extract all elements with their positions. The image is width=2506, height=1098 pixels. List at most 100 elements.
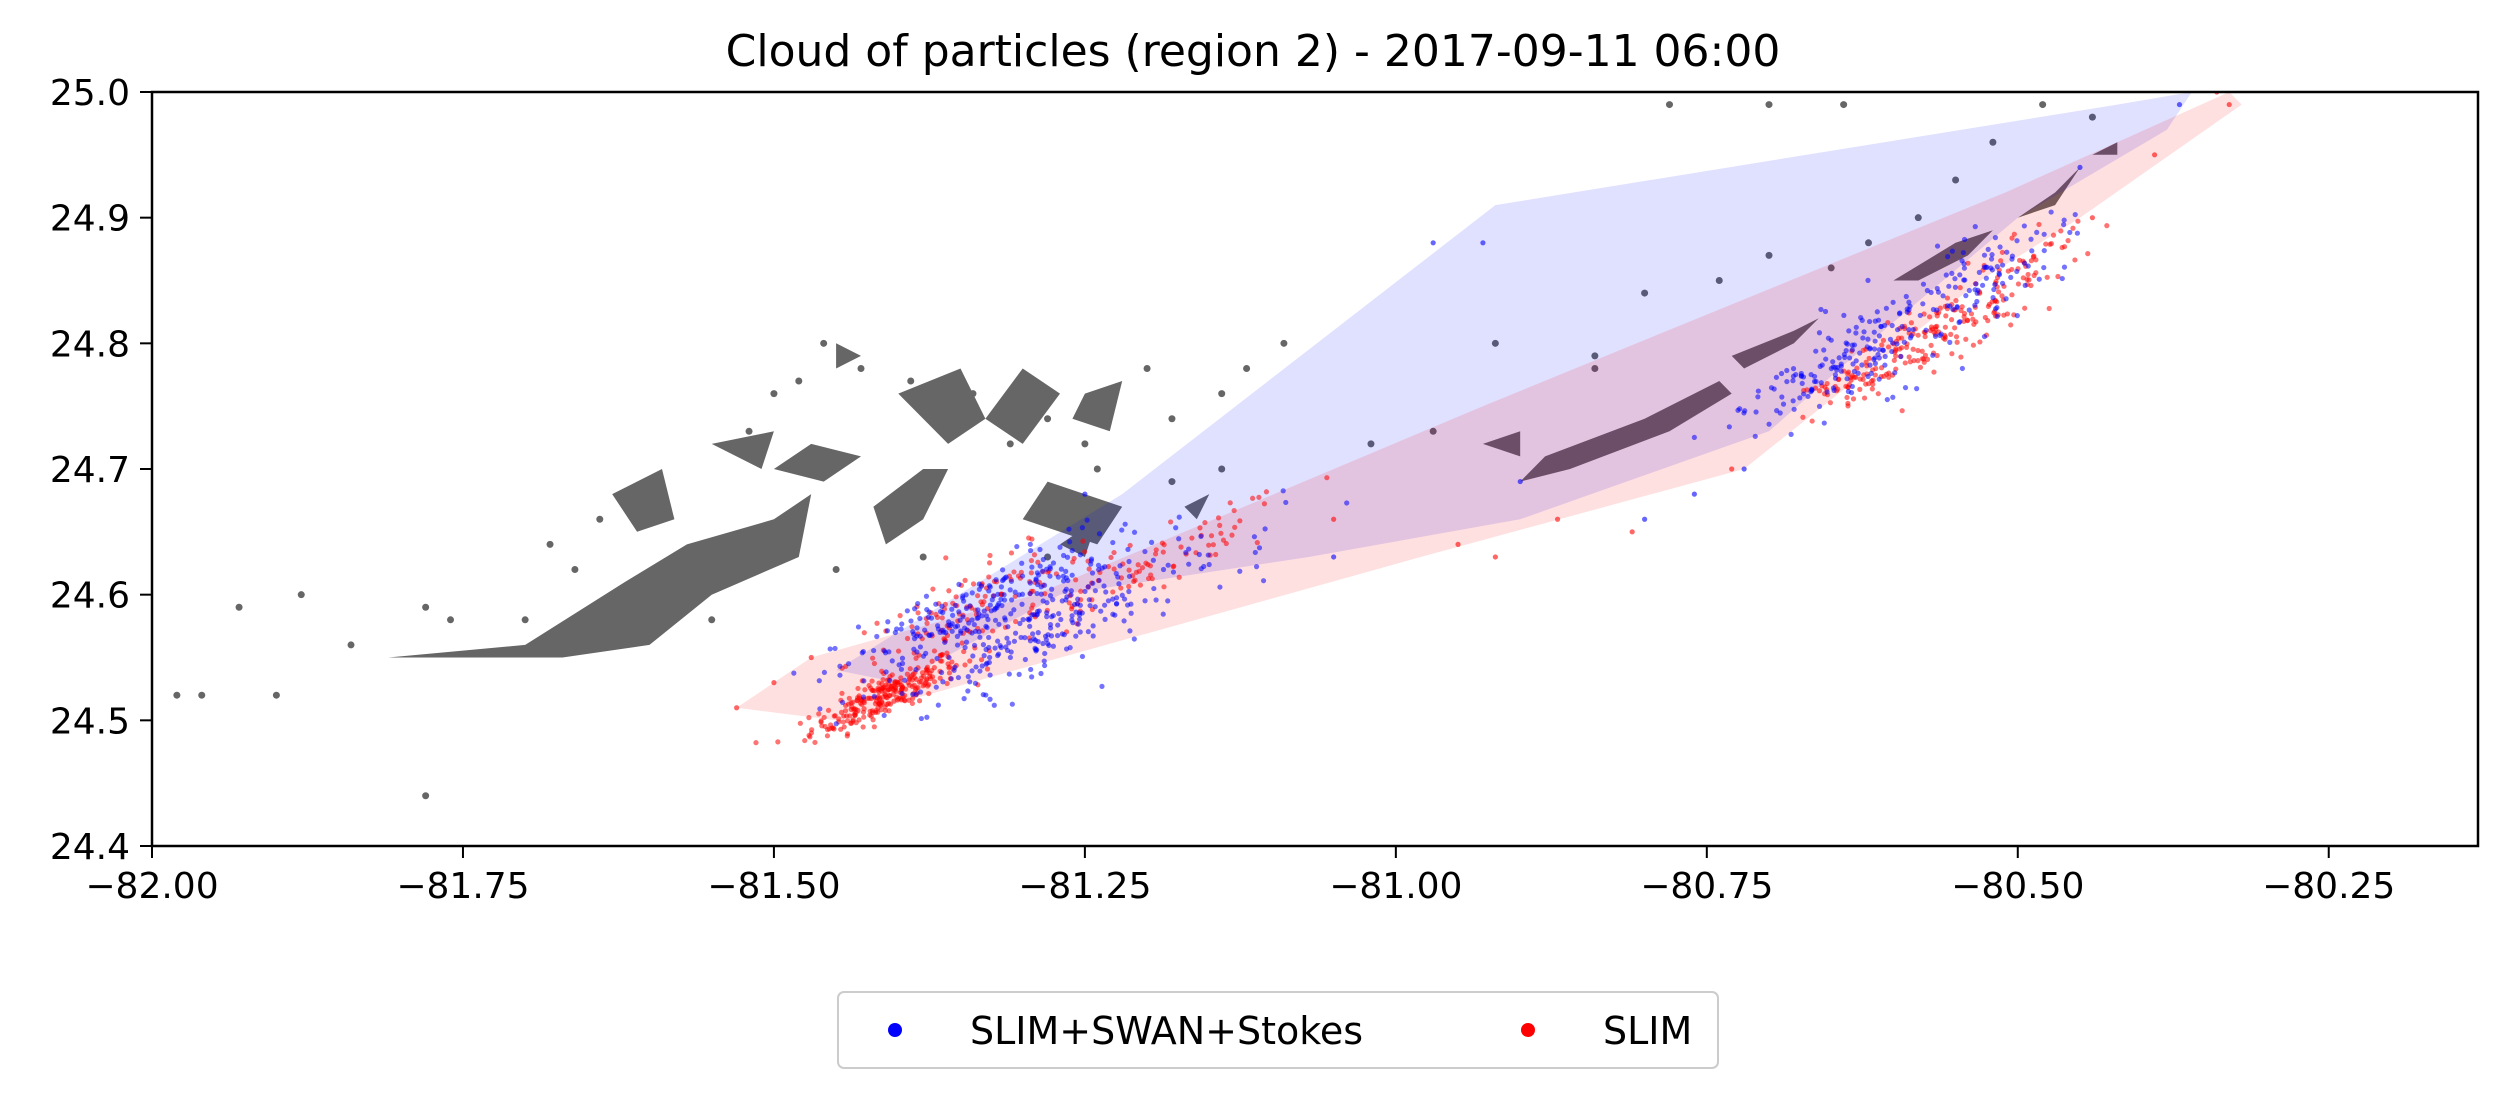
particle-point bbox=[1040, 556, 1046, 563]
particle-point bbox=[1898, 353, 1904, 360]
particle-point bbox=[1872, 360, 1879, 367]
particle-point bbox=[1982, 314, 1988, 321]
particle-point bbox=[1958, 354, 1964, 360]
particle-point bbox=[1944, 303, 1951, 309]
particle-point bbox=[884, 701, 890, 708]
particle-point bbox=[949, 628, 955, 634]
land-islet bbox=[447, 616, 455, 624]
particle-point bbox=[1891, 357, 1897, 363]
particle-point bbox=[812, 739, 818, 746]
particle-point bbox=[1030, 602, 1036, 608]
particle-point bbox=[1885, 344, 1892, 350]
particle-point bbox=[970, 581, 977, 587]
particle-point bbox=[1867, 346, 1873, 352]
particle-point bbox=[1935, 289, 1942, 295]
particle-point bbox=[1865, 277, 1871, 283]
particle-point bbox=[2048, 241, 2054, 247]
particle-point bbox=[895, 648, 902, 654]
particle-point bbox=[1103, 589, 1109, 595]
particle-point bbox=[837, 672, 843, 678]
land-islet bbox=[820, 339, 828, 347]
particle-point bbox=[2025, 263, 2031, 269]
particle-point bbox=[954, 642, 961, 648]
particle-point bbox=[851, 707, 857, 713]
particle-point bbox=[1251, 534, 1258, 540]
particle-point bbox=[1940, 293, 1946, 299]
particle-point bbox=[1878, 323, 1884, 330]
particle-point bbox=[924, 676, 930, 682]
particle-point bbox=[915, 600, 921, 607]
particle-point bbox=[845, 701, 852, 707]
particle-point bbox=[1830, 359, 1836, 365]
particle-point bbox=[1126, 573, 1133, 579]
particle-point bbox=[1995, 289, 2002, 295]
particle-point bbox=[2044, 274, 2050, 280]
particle-point bbox=[929, 667, 935, 674]
particle-point bbox=[881, 648, 888, 654]
particle-point bbox=[2025, 271, 2031, 278]
particle-point bbox=[1173, 525, 1179, 531]
particle-point bbox=[1899, 323, 1905, 330]
particle-point bbox=[986, 644, 992, 651]
x-tick-label: −82.00 bbox=[85, 866, 218, 907]
particle-point bbox=[1517, 478, 1523, 485]
particle-point bbox=[2176, 101, 2183, 108]
particle-point bbox=[1022, 635, 1028, 641]
particle-point bbox=[1019, 601, 1025, 607]
particle-point bbox=[1853, 358, 1859, 364]
particle-point bbox=[988, 608, 994, 614]
particle-point bbox=[845, 661, 852, 667]
particle-point bbox=[922, 627, 928, 633]
particle-point bbox=[1966, 287, 1972, 294]
particle-point bbox=[899, 684, 906, 690]
particle-point bbox=[1849, 347, 1855, 353]
particle-point bbox=[1910, 326, 1916, 333]
particle-point bbox=[949, 659, 955, 665]
particle-point bbox=[1961, 314, 1967, 320]
particle-point bbox=[987, 654, 993, 661]
particle-point bbox=[1068, 592, 1074, 598]
particle-point bbox=[1044, 600, 1050, 606]
legend-label-slim: SLIM bbox=[1603, 1009, 1692, 1053]
particle-point bbox=[1261, 501, 1268, 507]
particle-point bbox=[1950, 306, 1956, 312]
particle-point bbox=[1934, 313, 1940, 319]
particle-point bbox=[1067, 539, 1073, 545]
land-islet bbox=[571, 566, 579, 574]
particle-point bbox=[869, 708, 875, 714]
particle-point bbox=[875, 687, 881, 693]
particle-point bbox=[1131, 636, 1137, 642]
particle-point bbox=[1791, 406, 1797, 412]
particle-point bbox=[1876, 355, 1882, 361]
particle-point bbox=[1208, 533, 1215, 539]
particle-point bbox=[1082, 491, 1088, 497]
particle-point bbox=[993, 577, 999, 583]
particle-point bbox=[816, 678, 822, 684]
particle-point bbox=[1947, 339, 1953, 345]
y-tick-label: 24.9 bbox=[50, 199, 130, 240]
particle-point bbox=[1232, 524, 1238, 530]
particle-point bbox=[1119, 592, 1125, 598]
particle-point bbox=[1857, 350, 1863, 356]
particle-point bbox=[1344, 500, 1350, 506]
particle-point bbox=[961, 696, 967, 702]
particle-point bbox=[1117, 563, 1123, 569]
particle-point bbox=[940, 679, 946, 685]
particle-point bbox=[987, 672, 993, 678]
particle-point bbox=[984, 666, 991, 672]
particle-point bbox=[1152, 551, 1159, 557]
particle-point bbox=[1822, 384, 1828, 390]
particle-point bbox=[2011, 231, 2017, 237]
particle-point bbox=[1044, 614, 1050, 620]
particle-point bbox=[2005, 268, 2011, 274]
particle-point bbox=[2074, 230, 2080, 236]
particle-point bbox=[1160, 611, 1166, 617]
particle-point bbox=[1331, 516, 1337, 522]
land-islet bbox=[1715, 277, 1723, 284]
x-tick-label: −81.00 bbox=[1329, 866, 1462, 907]
particle-point bbox=[2031, 253, 2037, 259]
particle-point bbox=[1853, 330, 1859, 336]
particle-point bbox=[1231, 507, 1237, 514]
particle-point bbox=[1079, 653, 1086, 660]
particle-point bbox=[953, 594, 959, 600]
